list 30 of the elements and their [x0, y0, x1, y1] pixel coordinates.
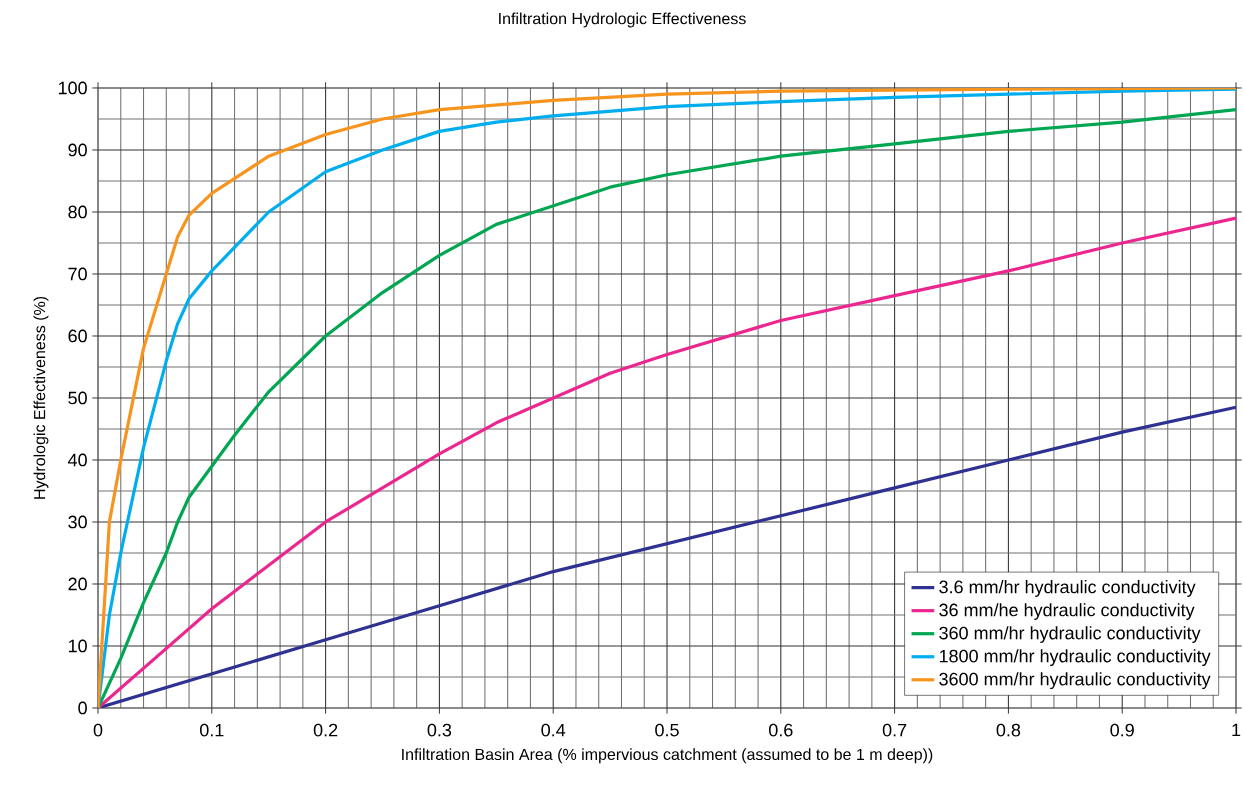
x-tick-label: 0.9 [1110, 723, 1134, 737]
x-tick-label: 0.4 [541, 723, 566, 737]
legend-label: 3600 mm/hr hydraulic conductivity [939, 672, 1211, 690]
y-tick-label: 30 [68, 515, 87, 529]
y-tick-label: 0 [78, 701, 87, 715]
x-tick-label: 0.6 [769, 723, 793, 737]
y-axis-title: Hydrologic Effectiveness (%) [33, 296, 49, 499]
y-tick-label: 80 [68, 205, 87, 219]
x-tick-label: 0.5 [655, 723, 679, 737]
y-tick-label: 70 [68, 267, 87, 281]
chart-title: Infiltration Hydrologic Effectiveness [499, 12, 746, 28]
legend-label: 360 mm/hr hydraulic conductivity [939, 626, 1201, 643]
y-tick-label: 100 [58, 81, 87, 95]
legend-label: 36 mm/he hydraulic conductivity [939, 603, 1195, 620]
y-tick-label: 60 [68, 329, 87, 343]
legend-label: 1800 mm/hr hydraulic conductivity [939, 649, 1211, 667]
x-tick-label: 0.2 [313, 723, 338, 737]
x-tick-label: 0.8 [996, 723, 1021, 737]
y-tick-label: 50 [68, 391, 87, 405]
y-tick-label: 10 [68, 639, 87, 653]
y-tick-label: 40 [68, 453, 87, 467]
x-tick-label: 0.1 [200, 723, 224, 737]
y-tick-label: 90 [68, 143, 87, 157]
x-axis-title: Infiltration Basin Area (% impervious catchment (assumed to be 1 m deep)) [402, 748, 933, 764]
x-tick-label: 0.7 [882, 723, 907, 737]
y-tick-label: 20 [68, 577, 87, 591]
x-tick-label: 0 [93, 723, 103, 737]
x-tick-label: 1 [1232, 723, 1241, 737]
x-tick-label: 0.3 [427, 723, 452, 737]
legend-label: 3.6 mm/hr hydraulic conductivity [939, 580, 1196, 597]
